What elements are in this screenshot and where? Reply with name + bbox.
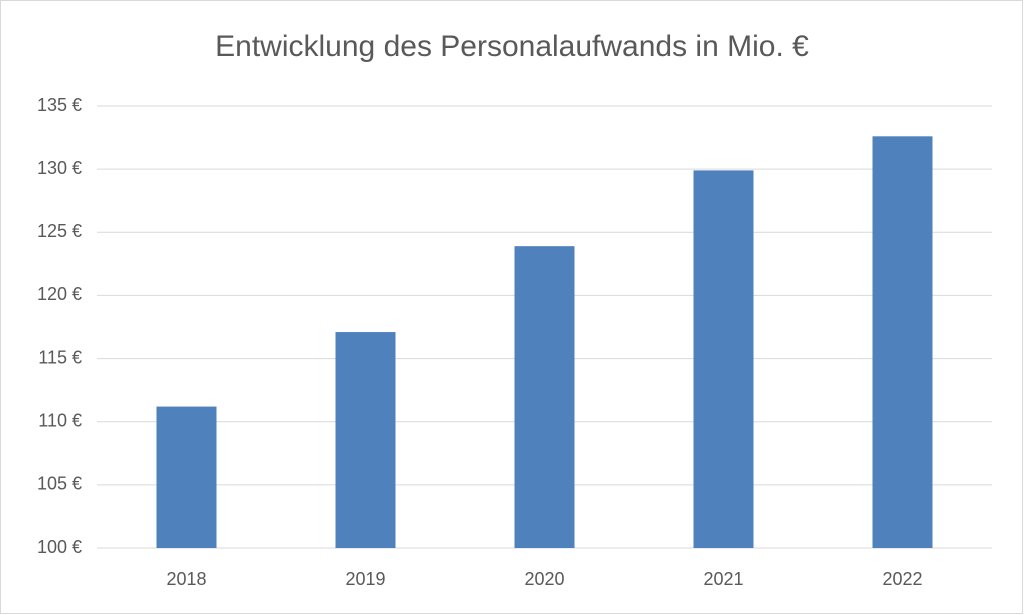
x-tick-label: 2021 (703, 569, 743, 589)
y-tick-label: 105 € (37, 474, 82, 494)
bar (156, 406, 217, 548)
y-tick-label: 100 € (37, 537, 82, 557)
chart-title: Entwicklung des Personalaufwands in Mio.… (215, 30, 809, 63)
x-tick-label: 2018 (166, 569, 206, 589)
bar (693, 170, 754, 549)
x-tick-label: 2019 (345, 569, 385, 589)
x-tick-label: 2020 (524, 569, 564, 589)
y-tick-label: 135 € (37, 95, 82, 115)
y-tick-label: 115 € (38, 347, 82, 367)
y-tick-label: 125 € (37, 221, 82, 241)
bar (872, 136, 933, 548)
bar (514, 246, 575, 549)
y-tick-label: 110 € (38, 410, 82, 430)
bar (335, 332, 396, 548)
y-tick-label: 120 € (37, 284, 82, 304)
y-tick-label: 130 € (37, 158, 82, 178)
x-tick-label: 2022 (882, 569, 922, 589)
